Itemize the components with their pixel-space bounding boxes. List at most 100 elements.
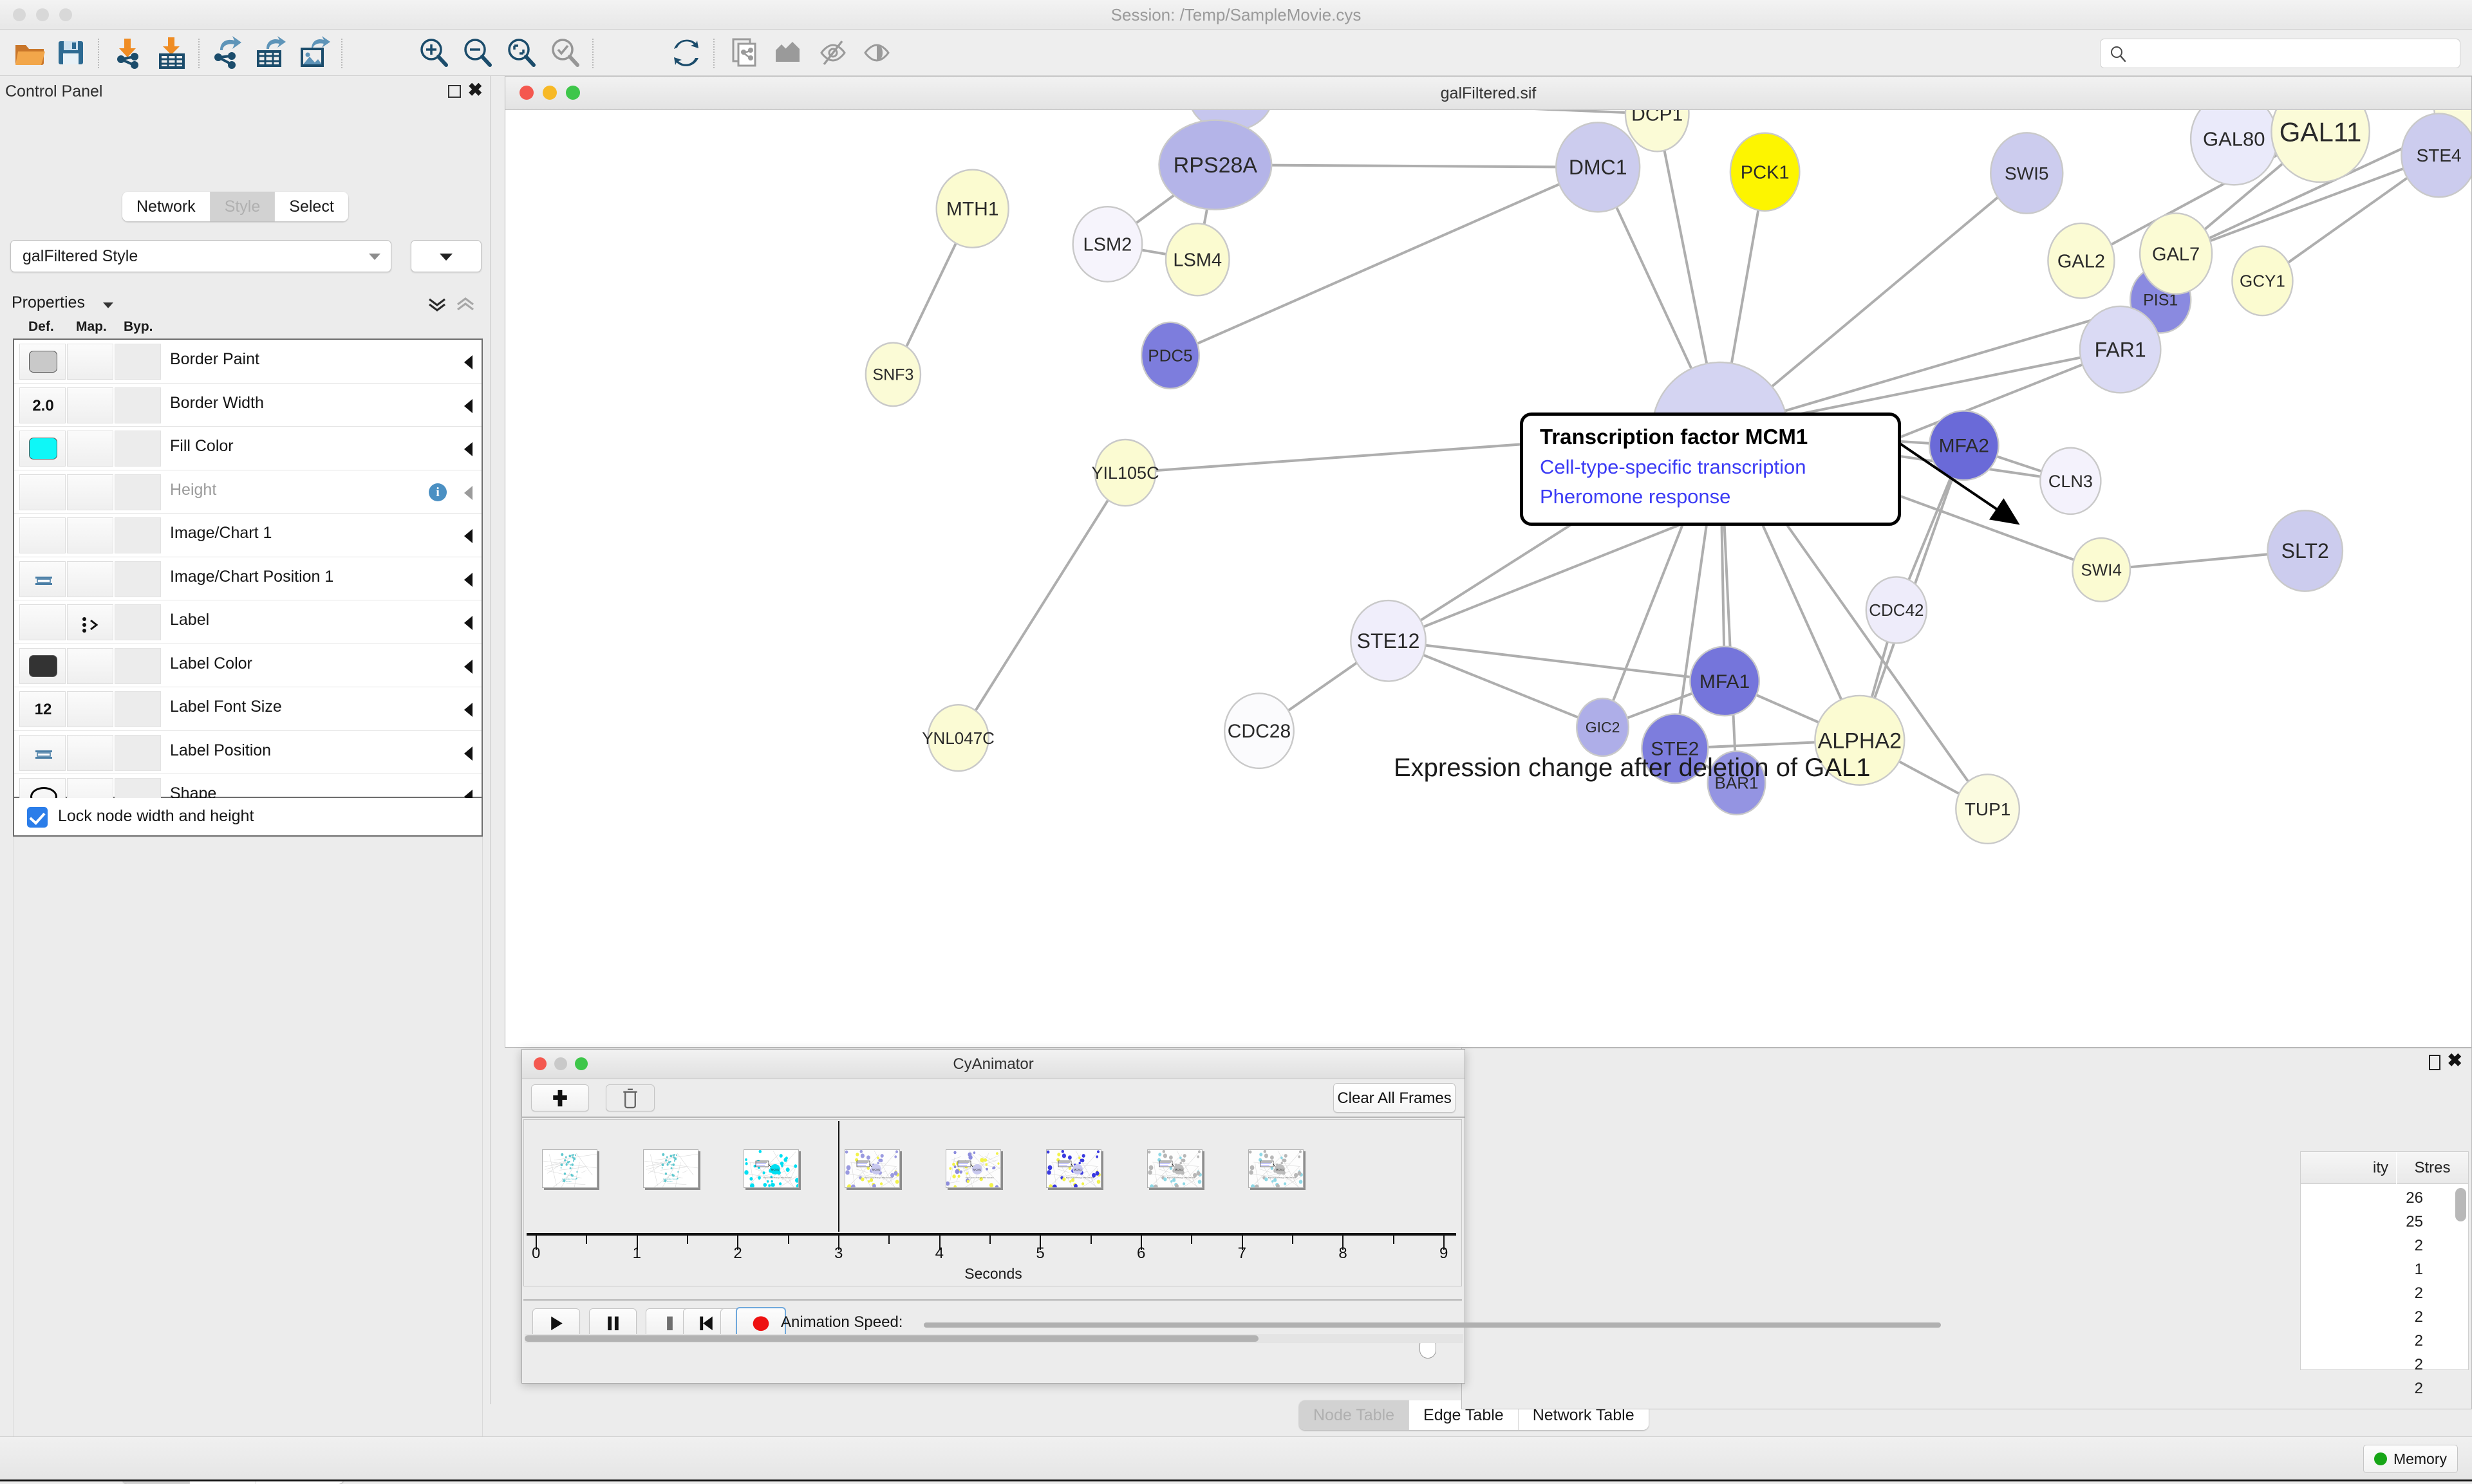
property-default-cell[interactable] <box>19 474 66 510</box>
expand-all-icon[interactable] <box>426 296 448 313</box>
graph-node-lsm4[interactable]: LSM4 <box>1165 223 1230 297</box>
table-cell[interactable]: 2 <box>2414 1308 2423 1326</box>
float-table-panel-icon[interactable] <box>2429 1055 2440 1070</box>
property-mapping-cell[interactable] <box>67 734 113 771</box>
graph-node-ste12[interactable]: STE12 <box>1350 599 1427 682</box>
property-bypass-cell[interactable] <box>115 734 161 771</box>
expand-property-icon[interactable] <box>464 398 473 413</box>
graph-node-gic2[interactable]: GIC2 <box>1576 698 1630 757</box>
tab-network[interactable]: Network <box>122 192 211 221</box>
timeline-frame[interactable]: MCM1 Expression change after deletion <box>744 1149 800 1188</box>
cyanimator-timeline[interactable]: Seconds 0 1 2 3 4 5 6 7 8 9 Expression change after… <box>523 1119 1462 1286</box>
property-mapping-cell[interactable] <box>67 431 113 467</box>
property-mapping-cell[interactable] <box>67 387 113 423</box>
table-cell[interactable]: 25 <box>2406 1213 2423 1230</box>
expand-property-icon[interactable] <box>464 442 473 456</box>
window-controls[interactable] <box>13 8 72 21</box>
graph-node-alpha2[interactable]: ALPHA2 <box>1814 694 1906 786</box>
graph-node-cdc42[interactable]: CDC42 <box>1865 576 1928 644</box>
zoom-out-icon[interactable] <box>461 36 494 70</box>
expand-property-icon[interactable] <box>464 703 473 717</box>
property-default-cell[interactable] <box>19 561 66 597</box>
timeline-frame[interactable]: MCM1 Expression change after deletion <box>1248 1149 1304 1188</box>
close-cyanimator-button[interactable] <box>534 1057 547 1070</box>
property-bypass-cell[interactable] <box>115 647 161 684</box>
import-table-icon[interactable] <box>154 36 188 70</box>
hide-selected-icon[interactable] <box>816 36 850 70</box>
property-row[interactable]: Label Color <box>14 644 482 687</box>
cyanimator-horizontal-scrollbar[interactable] <box>525 1334 1463 1343</box>
property-default-cell[interactable] <box>19 647 66 684</box>
property-row[interactable]: Height i <box>14 470 482 514</box>
table-scrollbar-thumb[interactable] <box>2455 1188 2466 1221</box>
timeline-frame[interactable]: MCM1 Expression change after deletion <box>1147 1149 1203 1188</box>
property-default-cell[interactable] <box>19 734 66 771</box>
graph-nodes[interactable]: RPS28BDCP1RPS28ADMC1PCK1SWI5GAL80GAL11ST… <box>865 110 2471 845</box>
graph-node-swi5[interactable]: SWI5 <box>1990 132 2064 214</box>
property-row[interactable]: Label Position <box>14 731 482 774</box>
graph-node-lsm2[interactable]: LSM2 <box>1072 205 1143 283</box>
property-mapping-cell[interactable] <box>67 604 113 640</box>
timeline-frame[interactable]: MCM1 Expression change after deletion <box>945 1149 1001 1188</box>
graph-node-ste4[interactable]: STE4 <box>2401 113 2471 198</box>
graph-node-gal80[interactable]: GAL80 <box>2189 110 2278 186</box>
cyanimator-window-controls[interactable] <box>534 1057 588 1070</box>
timeline-frame[interactable]: Expression change after deletion <box>642 1149 698 1188</box>
layout-icon[interactable] <box>772 36 806 70</box>
property-mapping-cell[interactable] <box>67 561 113 597</box>
memory-status-button[interactable]: Memory <box>2363 1445 2458 1473</box>
pause-button[interactable] <box>589 1308 637 1338</box>
table-cell[interactable]: 2 <box>2414 1356 2423 1373</box>
property-row[interactable]: Fill Color <box>14 427 482 470</box>
graph-node-far1[interactable]: FAR1 <box>2079 305 2162 394</box>
property-mapping-cell[interactable] <box>67 344 113 380</box>
property-bypass-cell[interactable] <box>115 431 161 467</box>
property-default-cell[interactable] <box>19 344 66 380</box>
graph-node-mfa1[interactable]: MFA1 <box>1689 645 1761 717</box>
graph-node-ste2[interactable]: STE2 <box>1641 713 1709 784</box>
network-window-controls[interactable] <box>520 86 580 100</box>
close-table-panel-icon[interactable]: ✖ <box>2447 1050 2462 1070</box>
graph-node-pck1[interactable]: PCK1 <box>1729 132 1801 212</box>
close-window-button[interactable] <box>13 8 26 21</box>
property-default-cell[interactable]: 12 <box>19 691 66 727</box>
property-row[interactable]: 2.0 Border Width <box>14 384 482 427</box>
graph-node-cdc28[interactable]: CDC28 <box>1223 692 1295 770</box>
property-row[interactable]: Border Paint <box>14 340 482 384</box>
graph-node-tup1[interactable]: TUP1 <box>1955 774 2021 845</box>
property-row[interactable]: 12 Label Font Size <box>14 687 482 731</box>
style-select-dropdown[interactable]: galFiltered Style <box>10 240 391 272</box>
graph-node-dmc1[interactable]: DMC1 <box>1555 122 1641 213</box>
graph-node-snf3[interactable]: SNF3 <box>865 342 922 407</box>
graph-edge[interactable] <box>1388 639 1725 683</box>
style-options-menu-button[interactable] <box>411 240 482 272</box>
graph-edge[interactable] <box>1719 298 2161 432</box>
property-default-cell[interactable] <box>19 517 66 553</box>
expand-property-icon[interactable] <box>464 485 473 500</box>
zoom-selected-icon[interactable] <box>505 36 538 70</box>
expand-property-icon[interactable] <box>464 572 473 587</box>
graph-node-swi4[interactable]: SWI4 <box>2072 537 2131 602</box>
maximize-window-button[interactable] <box>59 8 72 21</box>
graph-node-bar1[interactable]: BAR1 <box>1707 750 1766 816</box>
network-graph[interactable]: RPS28BDCP1RPS28ADMC1PCK1SWI5GAL80GAL11ST… <box>505 110 2471 1047</box>
table-cell[interactable]: 1 <box>2414 1261 2423 1278</box>
lock-node-size-row[interactable]: Lock node width and height <box>13 798 483 837</box>
info-icon[interactable]: i <box>429 483 447 501</box>
graph-node-cln3[interactable]: CLN3 <box>2039 447 2102 515</box>
timeline-playhead[interactable] <box>838 1121 839 1232</box>
record-button[interactable] <box>736 1307 786 1339</box>
property-default-cell[interactable] <box>19 604 66 640</box>
timeline-frame[interactable]: MCM1 Expression change after deletion <box>1046 1149 1102 1188</box>
fit-content-icon[interactable] <box>548 36 582 70</box>
table-col-header-stress[interactable]: Stres <box>2397 1152 2468 1184</box>
clear-all-frames-button[interactable]: Clear All Frames <box>1333 1083 1456 1113</box>
graph-node-gcy1[interactable]: GCY1 <box>2231 245 2294 317</box>
import-network-icon[interactable] <box>111 36 144 70</box>
expand-property-icon[interactable] <box>464 746 473 761</box>
table-cell[interactable]: 2 <box>2414 1332 2423 1350</box>
table-col-header-degree[interactable]: ity <box>2301 1152 2396 1184</box>
graph-node-yil105c[interactable]: YIL105C <box>1092 438 1159 507</box>
property-mapping-cell[interactable] <box>67 691 113 727</box>
graph-edge[interactable] <box>957 472 1127 739</box>
